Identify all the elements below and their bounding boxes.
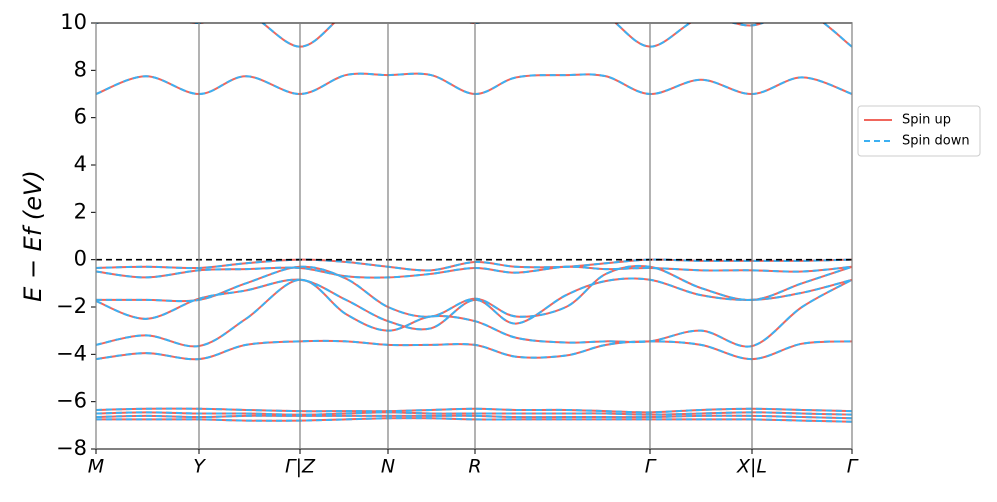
y-tick-label: 2 [74, 199, 87, 223]
band-line [96, 411, 852, 416]
x-tick-label: M [88, 456, 104, 478]
y-tick-label: −6 [56, 389, 87, 413]
legend-label: Spin up [902, 113, 951, 128]
y-tick-label: 8 [74, 57, 87, 81]
band-line [96, 278, 852, 348]
x-tick-label: N [381, 456, 395, 478]
x-tick-label: Γ [645, 456, 657, 478]
band-line [96, 264, 852, 318]
legend-label: Spin down [902, 134, 970, 149]
y-tick-label: 6 [74, 105, 87, 129]
x-tick-label: Y [193, 456, 206, 478]
band-line [96, 265, 852, 279]
y-tick-label: 4 [74, 152, 87, 176]
plot-frame [95, 22, 853, 450]
band-line [96, 278, 852, 348]
x-tick-label: Γ [847, 456, 859, 478]
plot-area [96, 23, 852, 423]
x-tick-label: X|L [736, 456, 767, 478]
y-tick-label: −2 [56, 294, 87, 318]
x-tick-label: R [468, 456, 481, 478]
legend: Spin up Spin down [857, 105, 981, 157]
y-axis-label: E − Ef (eV) [19, 170, 47, 302]
y-tick-label: 10 [60, 10, 87, 34]
x-tick-label: Γ|Z [285, 456, 316, 478]
band-line [96, 264, 852, 318]
band-line [96, 407, 852, 414]
y-tick-label: −4 [56, 341, 87, 365]
band-line [96, 277, 852, 331]
y-tick-label: 0 [74, 247, 87, 271]
legend-box [857, 105, 981, 157]
y-tick-label: −8 [56, 436, 87, 460]
